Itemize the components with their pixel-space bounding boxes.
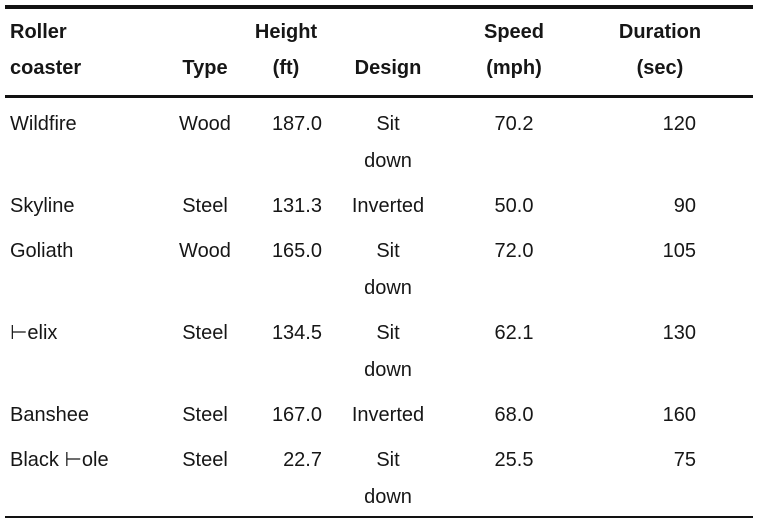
cell-design: Sit down bbox=[364, 240, 412, 299]
cell-duration: 160 bbox=[662, 404, 696, 426]
cell-height: 131.3 bbox=[271, 195, 322, 217]
cell-design: Inverted bbox=[351, 404, 425, 426]
roller-coaster-table: Roller coaster Type Height (ft) Design S… bbox=[5, 5, 753, 518]
cell-type: Wood bbox=[179, 113, 231, 135]
cell-speed: 25.5 bbox=[494, 449, 534, 471]
table-row-goliath: Goliath Wood 165.0 Sit down 72.0 105 bbox=[5, 225, 753, 307]
cell-coaster-name: Black ⊢ole bbox=[10, 449, 109, 471]
cell-duration: 120 bbox=[662, 113, 696, 135]
cell-type: Steel bbox=[182, 322, 228, 344]
cell-height: 22.7 bbox=[283, 449, 322, 471]
cell-speed: 50.0 bbox=[494, 195, 534, 217]
table-row-skyline: Skyline Steel 131.3 Inverted 50.0 90 bbox=[5, 180, 753, 225]
cell-duration: 130 bbox=[662, 322, 696, 344]
cell-speed: 68.0 bbox=[494, 404, 534, 426]
cell-coaster-name: Skyline bbox=[10, 195, 75, 217]
cell-height: 167.0 bbox=[271, 404, 322, 426]
cell-coaster-name: Goliath bbox=[10, 240, 74, 262]
header-design: Design bbox=[327, 7, 449, 98]
header-type: Type bbox=[165, 7, 245, 98]
cell-height: 165.0 bbox=[271, 240, 322, 262]
cell-coaster-name: Banshee bbox=[10, 404, 89, 426]
cell-type: Wood bbox=[179, 240, 231, 262]
cell-speed: 70.2 bbox=[494, 113, 534, 135]
cell-speed: 72.0 bbox=[494, 240, 534, 262]
cell-design: Sit down bbox=[364, 449, 412, 508]
roller-coaster-table-container: Roller coaster Type Height (ft) Design S… bbox=[5, 5, 753, 518]
cell-type: Steel bbox=[182, 195, 228, 217]
header-roller-coaster: Roller coaster bbox=[5, 7, 165, 98]
cell-design: Inverted bbox=[351, 195, 425, 217]
table-row-helix: ⊢elix Steel 134.5 Sit down 62.1 130 bbox=[5, 307, 753, 389]
cell-height: 187.0 bbox=[271, 113, 322, 135]
cell-design: Sit down bbox=[364, 322, 412, 381]
cell-speed: 62.1 bbox=[494, 322, 534, 344]
table-row-black-hole: Black ⊢ole Steel 22.7 Sit down 25.5 75 bbox=[5, 434, 753, 518]
cell-duration: 75 bbox=[673, 449, 696, 471]
header-duration-sec: Duration (sec) bbox=[579, 7, 753, 98]
cell-coaster-name: Wildfire bbox=[10, 113, 77, 135]
header-speed-mph: Speed (mph) bbox=[449, 7, 579, 98]
cell-duration: 90 bbox=[673, 195, 696, 217]
cell-duration: 105 bbox=[662, 240, 696, 262]
table-row-wildfire: Wildfire Wood 187.0 Sit down 70.2 120 bbox=[5, 97, 753, 181]
header-height-ft: Height (ft) bbox=[245, 7, 327, 98]
cell-type: Steel bbox=[182, 404, 228, 426]
cell-height: 134.5 bbox=[271, 322, 322, 344]
header-row: Roller coaster Type Height (ft) Design S… bbox=[5, 7, 753, 98]
table-body: Wildfire Wood 187.0 Sit down 70.2 120 Sk… bbox=[5, 97, 753, 518]
cell-type: Steel bbox=[182, 449, 228, 471]
table-row-banshee: Banshee Steel 167.0 Inverted 68.0 160 bbox=[5, 389, 753, 434]
table-header: Roller coaster Type Height (ft) Design S… bbox=[5, 7, 753, 98]
cell-coaster-name: ⊢elix bbox=[10, 322, 58, 344]
cell-design: Sit down bbox=[364, 113, 412, 172]
